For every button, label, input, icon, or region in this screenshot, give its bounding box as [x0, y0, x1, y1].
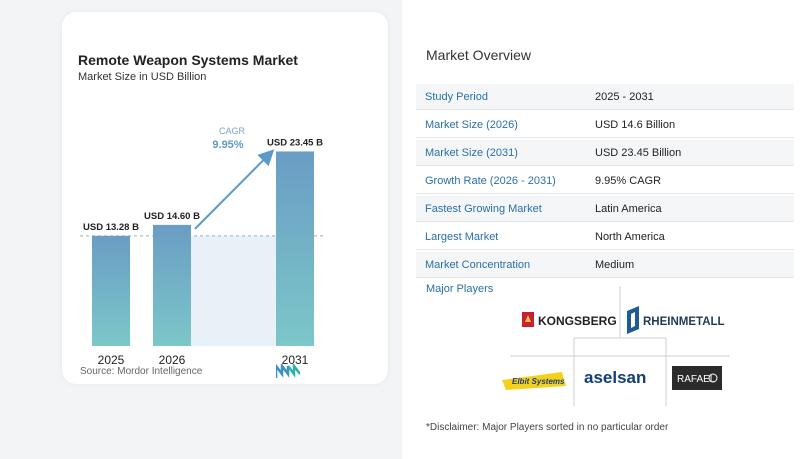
overview-row-value: North America — [595, 230, 665, 243]
overview-row-value: Latin America — [595, 202, 662, 215]
players-title: Major Players — [426, 283, 494, 295]
rheinmetall-logo: RHEINMETALL — [627, 306, 725, 334]
players-logos: KONGSBERG RHEINMETALL Elbit Systems asel… — [502, 286, 730, 406]
player-elbit: Elbit Systems — [512, 377, 565, 386]
overview-row-label: Fastest Growing Market — [425, 202, 542, 215]
overview-row-label: Growth Rate (2026 - 2031) — [425, 174, 556, 187]
player-aselsan: aselsan — [584, 368, 646, 387]
value-label: USD 14.60 B — [144, 211, 200, 222]
bar-2025 — [92, 235, 130, 346]
overview-row-value: USD 14.6 Billion — [595, 118, 676, 131]
overview-row: Largest Market North America — [416, 224, 794, 250]
overview-row-value: Medium — [595, 258, 635, 271]
bar-chart: USD 13.28 B 2025 USD 14.60 B 2026 USD 23.45 … — [80, 126, 324, 367]
rafael-logo: RAFAEL — [672, 366, 722, 390]
overview-row-value: USD 23.45 Billion — [595, 146, 682, 159]
cagr-value: 9.95% — [212, 139, 243, 151]
kongsberg-logo: KONGSBERG — [522, 312, 617, 328]
overview-row: Market Concentration Medium — [416, 252, 794, 278]
bar-2031 — [276, 151, 314, 346]
player-rafael: RAFAEL — [677, 374, 716, 385]
chart-card: Remote Weapon Systems Market Market Size… — [62, 12, 388, 384]
source-note: Source: Mordor Intelligence — [80, 366, 203, 377]
market-overview-panel: Market Overview Study Period 2025 - 2031 M… — [402, 0, 800, 459]
overview-title: Market Overview — [426, 47, 532, 63]
x-tick-label: 2026 — [159, 353, 186, 367]
value-label: USD 23.45 B — [267, 137, 323, 148]
chart-title: Remote Weapon Systems Market — [78, 52, 298, 68]
overview-row: Market Size (2026) USD 14.6 Billion — [416, 112, 794, 138]
x-tick-label: 2031 — [282, 353, 309, 367]
cagr-arrow — [194, 149, 275, 230]
x-tick-label: 2025 — [98, 353, 125, 367]
disclaimer: *Disclaimer: Major Players sorted in no … — [426, 422, 669, 433]
overview-row-label: Market Size (2031) — [425, 146, 518, 159]
overview-row-value: 2025 - 2031 — [595, 90, 654, 103]
overview-row-label: Study Period — [425, 90, 488, 103]
overview-table: Study Period 2025 - 2031 Market Size (2026… — [416, 84, 794, 280]
overview-row-label: Market Size (2026) — [425, 118, 518, 131]
aselsan-logo: aselsan — [584, 368, 646, 387]
overview-row: Fastest Growing Market Latin America — [416, 196, 794, 222]
shaded-region — [191, 235, 276, 346]
elbit-logo: Elbit Systems — [502, 372, 566, 390]
overview-row-label: Market Concentration — [425, 258, 531, 271]
overview-row-value: 9.95% CAGR — [595, 174, 662, 187]
chart-subtitle: Market Size in USD Billion — [78, 71, 207, 83]
overview-row-label: Largest Market — [425, 230, 499, 243]
overview-row: Growth Rate (2026 - 2031) 9.95% CAGR — [416, 168, 794, 194]
cagr-label: CAGR — [219, 126, 246, 136]
overview-row: Market Size (2031) USD 23.45 Billion — [416, 140, 794, 166]
overview-row: Study Period 2025 - 2031 — [416, 84, 794, 110]
value-label: USD 13.28 B — [83, 222, 139, 233]
bar-2026 — [153, 224, 191, 346]
player-rheinmetall: RHEINMETALL — [643, 316, 725, 328]
mordor-logo-icon — [276, 364, 300, 378]
player-kongsberg: KONGSBERG — [538, 314, 617, 328]
